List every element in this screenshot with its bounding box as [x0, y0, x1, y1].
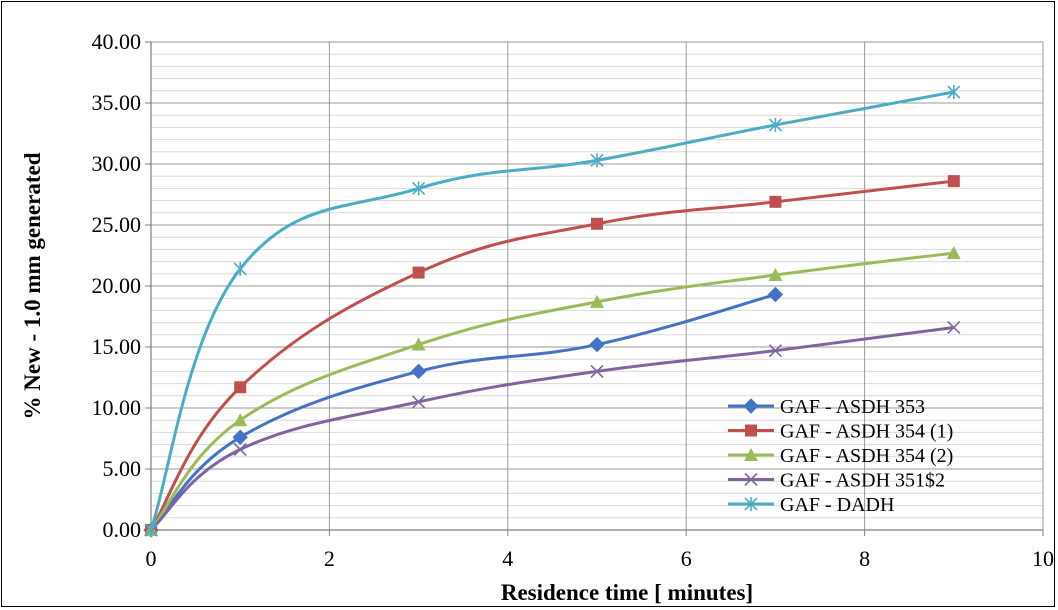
data-point [590, 294, 604, 308]
data-point [410, 363, 427, 380]
x-tick-label: 6 [681, 546, 692, 571]
data-point [768, 268, 783, 282]
legend-marker [744, 497, 758, 511]
y-tick-label: 0.00 [103, 517, 142, 542]
data-point [768, 344, 782, 358]
x-tick-label: 10 [1032, 546, 1054, 571]
legend-item: GAF - ASDH 354 (1) [728, 421, 953, 443]
x-axis-title: Residence time [ minutes] [501, 580, 753, 605]
data-point [769, 195, 782, 208]
data-point [412, 181, 426, 196]
legend-marker [745, 424, 757, 437]
x-tick-label: 2 [324, 546, 335, 571]
data-point [589, 336, 605, 353]
legend-item: GAF - ASDH 354 (2) [728, 445, 953, 467]
data-point [590, 364, 604, 378]
x-tick-label: 0 [146, 546, 157, 571]
y-tick-label: 25.00 [92, 212, 142, 237]
y-tick-label: 15.00 [92, 334, 142, 359]
y-tick-label: 30.00 [92, 151, 142, 176]
legend-marker [744, 472, 758, 487]
data-point [947, 85, 961, 100]
data-point [412, 395, 426, 409]
data-point [144, 523, 158, 537]
data-point [411, 337, 426, 351]
series-5 [144, 85, 961, 537]
x-tick-label: 8 [859, 546, 870, 571]
legend-label: GAF - ASDH 353 [780, 396, 925, 418]
y-tick-label: 40.00 [92, 29, 142, 54]
series-3 [144, 246, 961, 536]
data-point [590, 153, 604, 168]
y-tick-label: 5.00 [103, 456, 142, 481]
series-line [149, 179, 954, 531]
legend-label: GAF - ASDH 351$2 [780, 470, 945, 492]
tick-labels: 0.005.0010.0015.0020.0025.0030.0035.0040… [92, 29, 1055, 571]
series-group [143, 85, 961, 538]
legend-item: GAF - ASDH 353 [728, 396, 925, 418]
data-point [946, 246, 961, 260]
data-point [233, 413, 248, 427]
data-point [768, 117, 782, 132]
x-tick-label: 4 [502, 546, 513, 571]
legend-item: GAF - ASDH 351$2 [728, 470, 945, 492]
data-point [412, 266, 425, 279]
y-tick-label: 35.00 [92, 90, 142, 115]
data-point [767, 286, 784, 303]
legend-marker [743, 398, 759, 414]
legend-marker [744, 448, 758, 461]
data-point [233, 442, 247, 457]
legend-item: GAF - DADH [728, 494, 894, 516]
legend-label: GAF - ASDH 354 (1) [780, 421, 953, 443]
data-point [947, 175, 960, 188]
data-point [234, 381, 247, 394]
y-tick-label: 10.00 [92, 395, 142, 420]
data-point [947, 320, 961, 335]
legend-label: GAF - ASDH 354 (2) [780, 445, 953, 467]
data-point [233, 261, 247, 276]
data-point [591, 217, 603, 230]
y-tick-label: 20.00 [92, 273, 142, 298]
series-line [149, 90, 955, 531]
legend-label: GAF - DADH [780, 494, 894, 516]
data-point [232, 429, 248, 445]
series-line [149, 251, 954, 531]
series-2 [145, 175, 960, 536]
y-axis-title: % New - 1.0 mm generated [20, 152, 45, 419]
